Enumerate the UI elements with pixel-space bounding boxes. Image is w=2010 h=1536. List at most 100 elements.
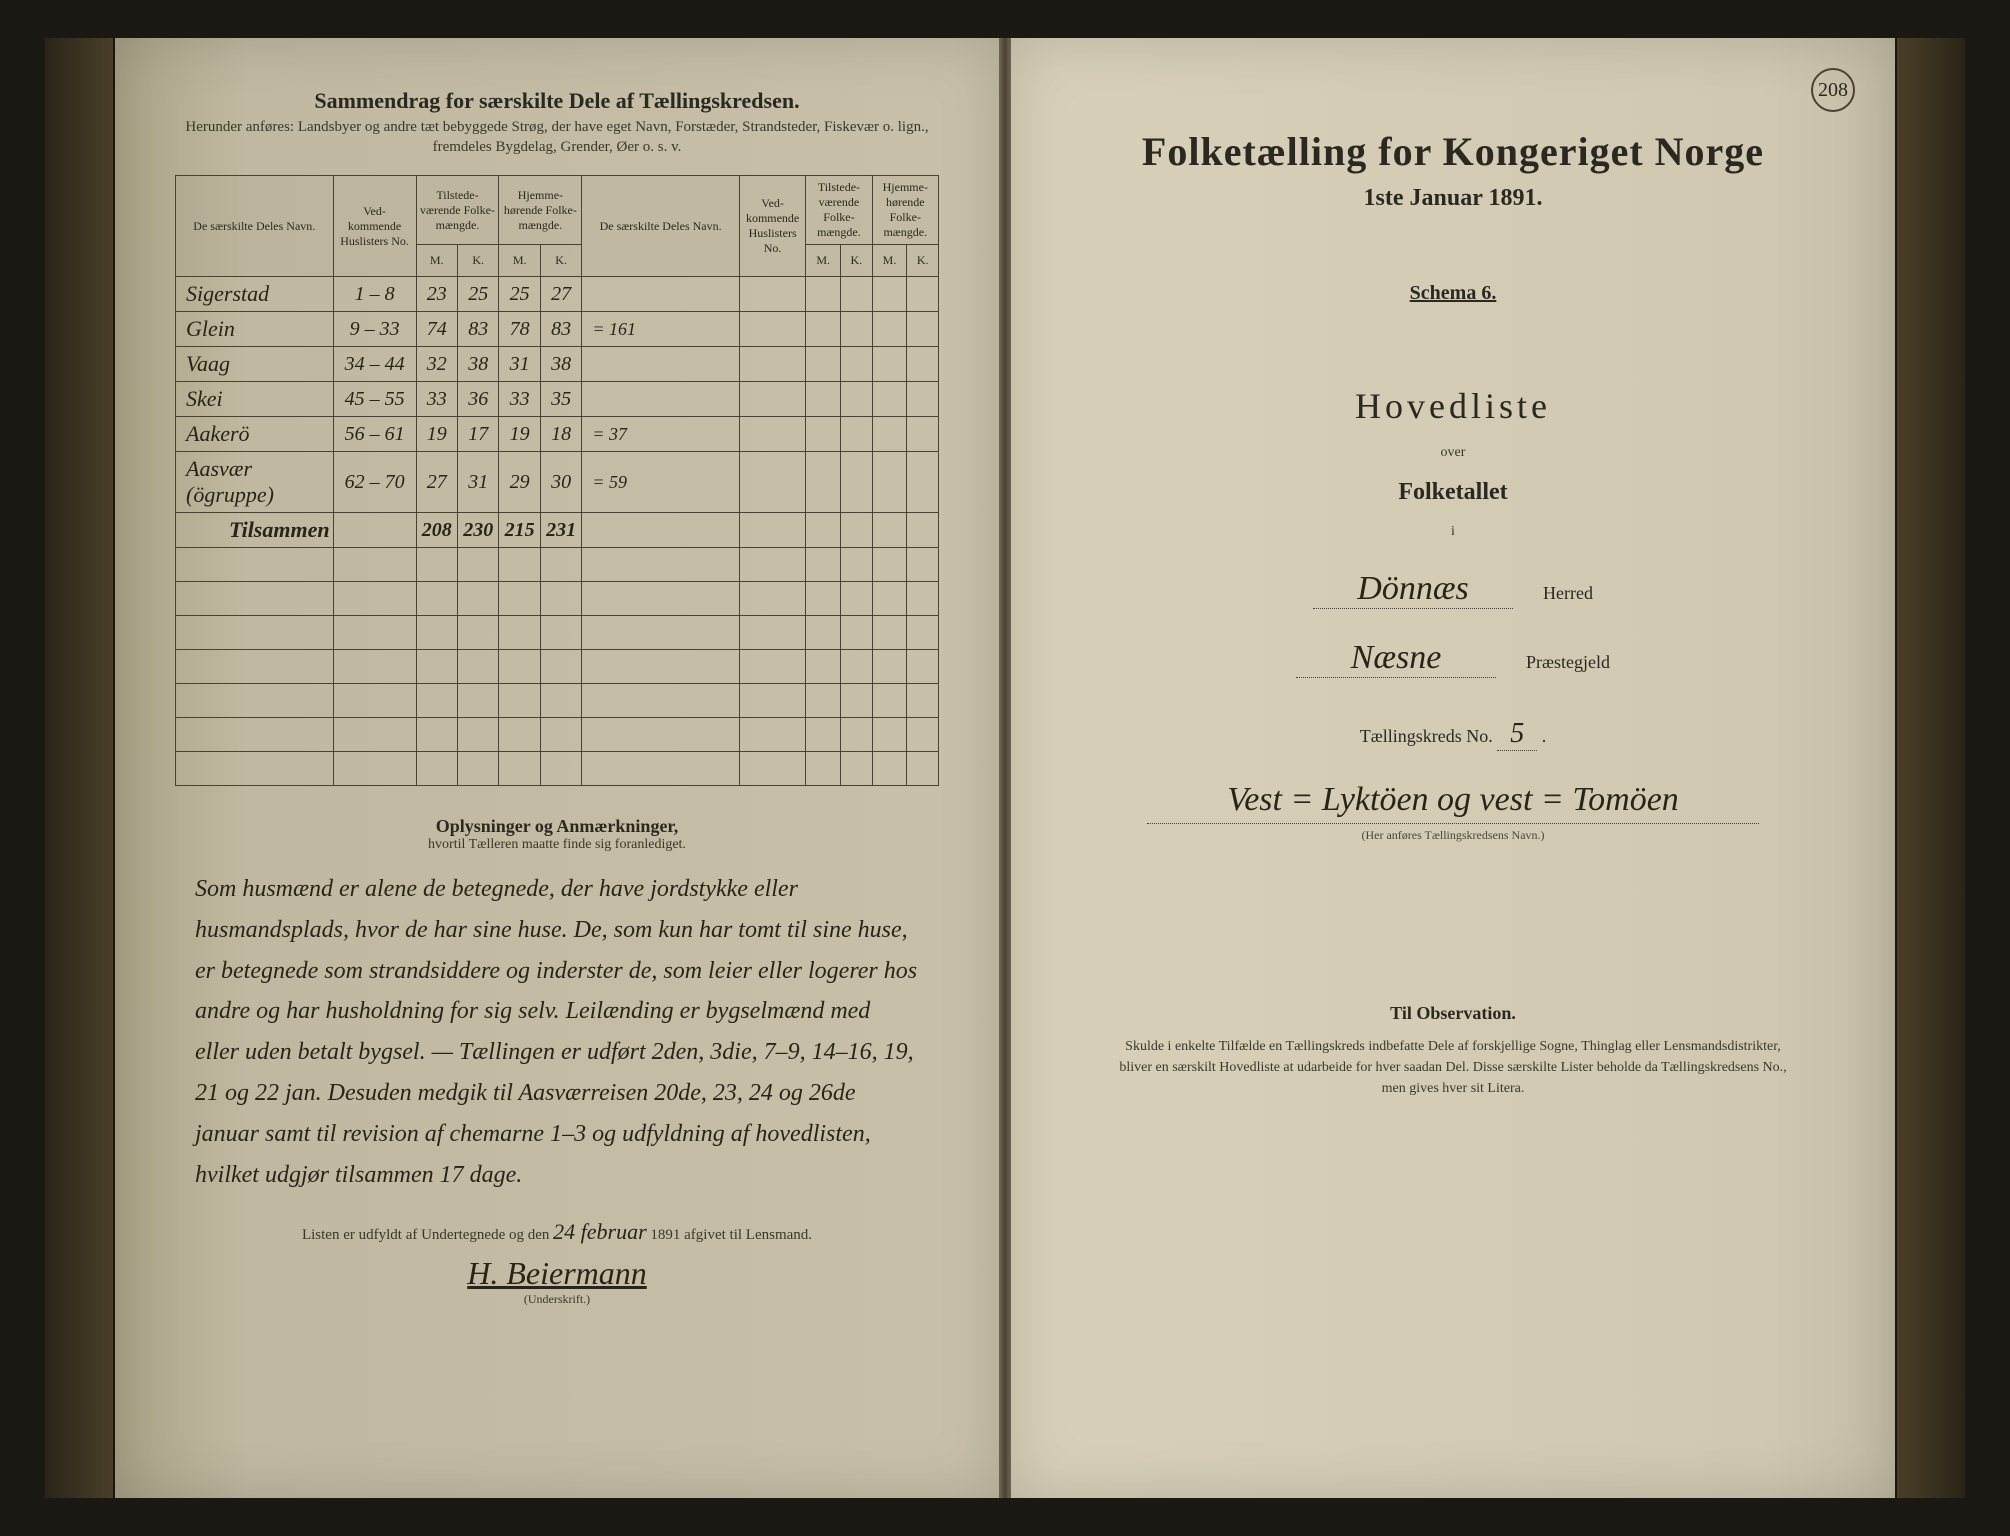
th-husl2: Ved-kommende Huslisters No. bbox=[739, 176, 805, 277]
sum-label: Tilsammen bbox=[176, 513, 334, 548]
sum-hk: 231 bbox=[540, 513, 581, 548]
sig-date: 24 februar bbox=[553, 1219, 647, 1244]
table-row: Aasvær (ögruppe)62 – 7027312930= 59 bbox=[176, 452, 939, 513]
kreds-hint: (Her anføres Tællingskredsens Navn.) bbox=[1071, 828, 1835, 843]
th-name2: De særskilte Deles Navn. bbox=[582, 176, 740, 277]
herred-row: Dönnæs Herred bbox=[1071, 570, 1835, 609]
row-name: Vaag bbox=[176, 347, 334, 382]
th-hjemme2: Hjemme-hørende Folke-mængde. bbox=[872, 176, 938, 245]
folketallet: Folketallet bbox=[1071, 479, 1835, 506]
th-k1: K. bbox=[457, 245, 498, 277]
empty-row bbox=[176, 684, 939, 718]
row-range: 62 – 70 bbox=[333, 452, 416, 513]
row-tk: 17 bbox=[457, 417, 498, 452]
th-m2: M. bbox=[499, 245, 540, 277]
row-note: = 59 bbox=[582, 452, 740, 513]
row-note bbox=[582, 277, 740, 312]
herred-value: Dönnæs bbox=[1313, 570, 1513, 609]
signature-line: Listen er udfyldt af Undertegnede og den… bbox=[175, 1219, 939, 1245]
row-hk: 27 bbox=[540, 277, 581, 312]
row-hk: 35 bbox=[540, 382, 581, 417]
table-row: Glein9 – 3374837883= 161 bbox=[176, 312, 939, 347]
over-label: over bbox=[1071, 445, 1835, 461]
left-subtitle: Herunder anføres: Landsbyer og andre tæt… bbox=[175, 118, 939, 157]
herred-label: Herred bbox=[1543, 583, 1593, 604]
kreds-label: Tællingskreds No. bbox=[1360, 726, 1493, 746]
sum-tm: 208 bbox=[416, 513, 457, 548]
left-page: Sammendrag for særskilte Dele af Tælling… bbox=[115, 38, 1000, 1498]
row-tk: 31 bbox=[457, 452, 498, 513]
row-hm: 25 bbox=[499, 277, 540, 312]
row-hm: 78 bbox=[499, 312, 540, 347]
row-range: 45 – 55 bbox=[333, 382, 416, 417]
table-row: Sigerstad1 – 823252527 bbox=[176, 277, 939, 312]
schema-label: Schema 6. bbox=[1071, 282, 1835, 305]
th-m1: M. bbox=[416, 245, 457, 277]
main-title: Folketælling for Kongeriget Norge bbox=[1071, 128, 1835, 175]
row-name: Aasvær (ögruppe) bbox=[176, 452, 334, 513]
row-hk: 30 bbox=[540, 452, 581, 513]
row-hk: 18 bbox=[540, 417, 581, 452]
row-hk: 38 bbox=[540, 347, 581, 382]
praeste-value: Næsne bbox=[1296, 639, 1496, 678]
table-row: Skei45 – 5533363335 bbox=[176, 382, 939, 417]
empty-row bbox=[176, 718, 939, 752]
row-name: Sigerstad bbox=[176, 277, 334, 312]
row-hm: 29 bbox=[499, 452, 540, 513]
th-k2: K. bbox=[540, 245, 581, 277]
praeste-row: Næsne Præstegjeld bbox=[1071, 639, 1835, 678]
sig-year: 1891 afgivet til Lensmand. bbox=[650, 1227, 812, 1243]
row-tk: 83 bbox=[457, 312, 498, 347]
book-spread: Sammendrag for særskilte Dele af Tælling… bbox=[45, 38, 1965, 1498]
signature: H. Beiermann bbox=[175, 1255, 939, 1292]
right-page: 208 Folketælling for Kongeriget Norge 1s… bbox=[1010, 38, 1895, 1498]
row-tm: 74 bbox=[416, 312, 457, 347]
empty-row bbox=[176, 548, 939, 582]
row-hm: 31 bbox=[499, 347, 540, 382]
spine-right bbox=[1895, 38, 1965, 1498]
row-range: 56 – 61 bbox=[333, 417, 416, 452]
th-tilstede: Tilstede-værende Folke-mængde. bbox=[416, 176, 499, 245]
spine-left bbox=[45, 38, 115, 1498]
page-number: 208 bbox=[1811, 68, 1855, 112]
th-hjemme: Hjemme-hørende Folke-mængde. bbox=[499, 176, 582, 245]
left-title: Sammendrag for særskilte Dele af Tælling… bbox=[175, 88, 939, 114]
notes-sub: hvortil Tælleren maatte finde sig foranl… bbox=[175, 837, 939, 853]
row-range: 9 – 33 bbox=[333, 312, 416, 347]
empty-row bbox=[176, 752, 939, 786]
hovedliste: Hovedliste bbox=[1071, 385, 1835, 427]
empty-row bbox=[176, 650, 939, 684]
row-tk: 36 bbox=[457, 382, 498, 417]
row-name: Skei bbox=[176, 382, 334, 417]
th-m3: M. bbox=[806, 245, 841, 277]
notes-title: Oplysninger og Anmærkninger, bbox=[175, 816, 939, 837]
row-tm: 33 bbox=[416, 382, 457, 417]
row-tk: 38 bbox=[457, 347, 498, 382]
table-row: Aakerö56 – 6119171918= 37 bbox=[176, 417, 939, 452]
kreds-row: Tællingskreds No. 5 . bbox=[1071, 718, 1835, 751]
row-hm: 33 bbox=[499, 382, 540, 417]
center-fold bbox=[1000, 38, 1010, 1498]
row-range: 34 – 44 bbox=[333, 347, 416, 382]
row-note: = 161 bbox=[582, 312, 740, 347]
empty-row bbox=[176, 582, 939, 616]
census-table: De særskilte Deles Navn. Ved-kommende Hu… bbox=[175, 175, 939, 786]
th-tilstede2: Tilstede-værende Folke-mængde. bbox=[806, 176, 872, 245]
row-name: Glein bbox=[176, 312, 334, 347]
row-tm: 27 bbox=[416, 452, 457, 513]
row-tm: 23 bbox=[416, 277, 457, 312]
row-range: 1 – 8 bbox=[333, 277, 416, 312]
sum-row: Tilsammen 208230215231 bbox=[176, 513, 939, 548]
main-date: 1ste Januar 1891. bbox=[1071, 185, 1835, 212]
th-k4: K. bbox=[907, 245, 939, 277]
th-husl: Ved-kommende Huslisters No. bbox=[333, 176, 416, 277]
row-tk: 25 bbox=[457, 277, 498, 312]
sig-label: (Underskrift.) bbox=[175, 1292, 939, 1307]
sum-tk: 230 bbox=[457, 513, 498, 548]
row-name: Aakerö bbox=[176, 417, 334, 452]
row-note: = 37 bbox=[582, 417, 740, 452]
kreds-name: Vest = Lyktöen og vest = Tomöen bbox=[1147, 781, 1758, 824]
praeste-label: Præstegjeld bbox=[1526, 652, 1610, 673]
sum-hm: 215 bbox=[499, 513, 540, 548]
row-hm: 19 bbox=[499, 417, 540, 452]
